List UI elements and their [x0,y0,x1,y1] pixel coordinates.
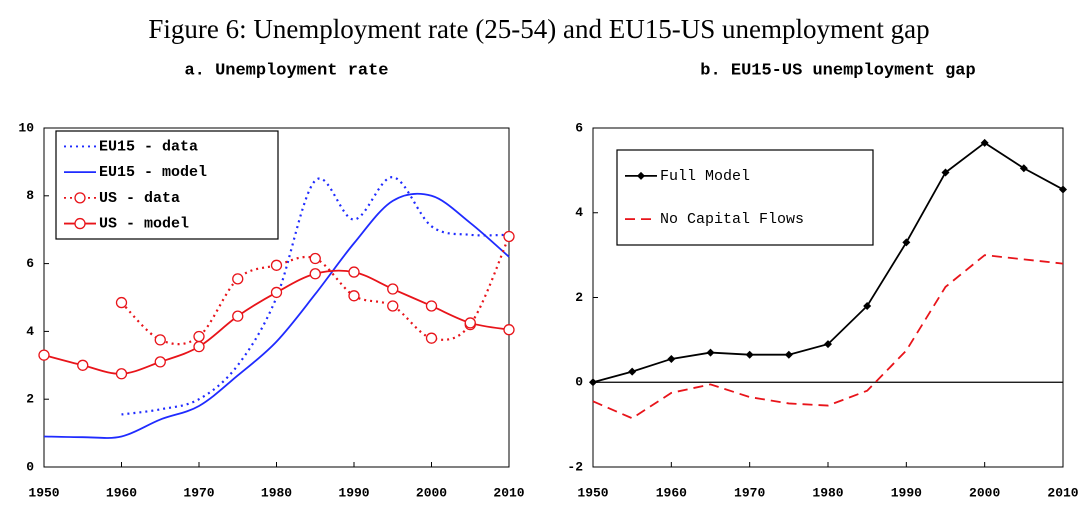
marker [38,349,50,361]
marker [193,330,205,343]
marker [154,334,166,346]
x-tick-label: 2000 [969,485,1000,500]
legend-label: US - data [99,190,180,207]
legend-box [55,130,279,240]
x-tick-label: 1950 [28,485,59,500]
y-tick-label: 10 [18,120,34,135]
marker [824,340,832,349]
y-tick-label: 6 [575,120,583,135]
x-tick-label: 1970 [183,485,214,500]
marker [503,230,515,243]
marker [74,192,86,204]
y-tick-label: -2 [567,459,583,474]
marker [637,171,645,180]
x-tick-label: 2000 [416,485,447,500]
marker [309,268,321,280]
marker [232,310,244,322]
marker [784,350,793,359]
marker [309,252,321,265]
series-line [592,254,1064,420]
marker [77,359,89,371]
y-tick-label: 2 [26,392,34,407]
legend-label: EU15 - model [99,164,207,181]
panel-title: a. Unemployment rate [184,61,388,80]
x-tick-label: 1960 [106,485,137,500]
x-tick-label: 1950 [577,485,608,500]
marker [628,367,637,376]
marker [503,324,515,336]
legend-label: Full Model [660,168,750,185]
x-tick-label: 1990 [338,485,369,500]
marker [270,259,283,271]
marker [667,354,676,363]
marker [193,341,205,353]
marker [589,378,597,387]
y-tick-label: 0 [26,459,34,474]
marker [115,368,128,380]
marker [1019,164,1028,173]
marker [863,301,872,310]
legend-label: US - model [99,216,189,233]
marker [980,138,989,147]
marker [425,300,438,312]
marker [464,317,476,329]
y-tick-label: 8 [26,188,34,203]
y-tick-label: 4 [26,324,34,339]
marker [115,296,128,309]
x-tick-label: 1980 [812,485,843,500]
marker [902,238,911,247]
marker [232,273,244,285]
marker [270,286,283,299]
panel-title: b. EU15-US unemployment gap [700,61,975,80]
marker [387,283,399,295]
y-tick-label: 6 [26,256,34,271]
marker [1059,185,1067,194]
marker [425,332,438,344]
marker [74,217,86,230]
legend-label: EU15 - data [99,138,198,155]
legend-box [616,149,874,246]
x-tick-label: 1970 [734,485,765,500]
marker [154,356,166,368]
marker [348,266,360,278]
x-tick-label: 1960 [656,485,687,500]
y-tick-label: 2 [575,290,583,305]
marker [941,168,950,177]
figure-title: Figure 6: Unemployment rate (25-54) and … [148,14,929,44]
x-tick-label: 2010 [1047,485,1078,500]
marker [706,348,715,357]
x-tick-label: 2010 [493,485,524,500]
marker [387,300,399,312]
marker [745,350,754,359]
series-line [43,269,510,375]
series-line [43,192,510,439]
x-tick-label: 1990 [891,485,922,500]
y-tick-label: 0 [575,375,583,390]
x-tick-label: 1980 [261,485,292,500]
marker [348,290,360,302]
y-tick-label: 4 [575,205,583,220]
series-line [120,236,511,346]
legend-label: No Capital Flows [660,211,804,228]
